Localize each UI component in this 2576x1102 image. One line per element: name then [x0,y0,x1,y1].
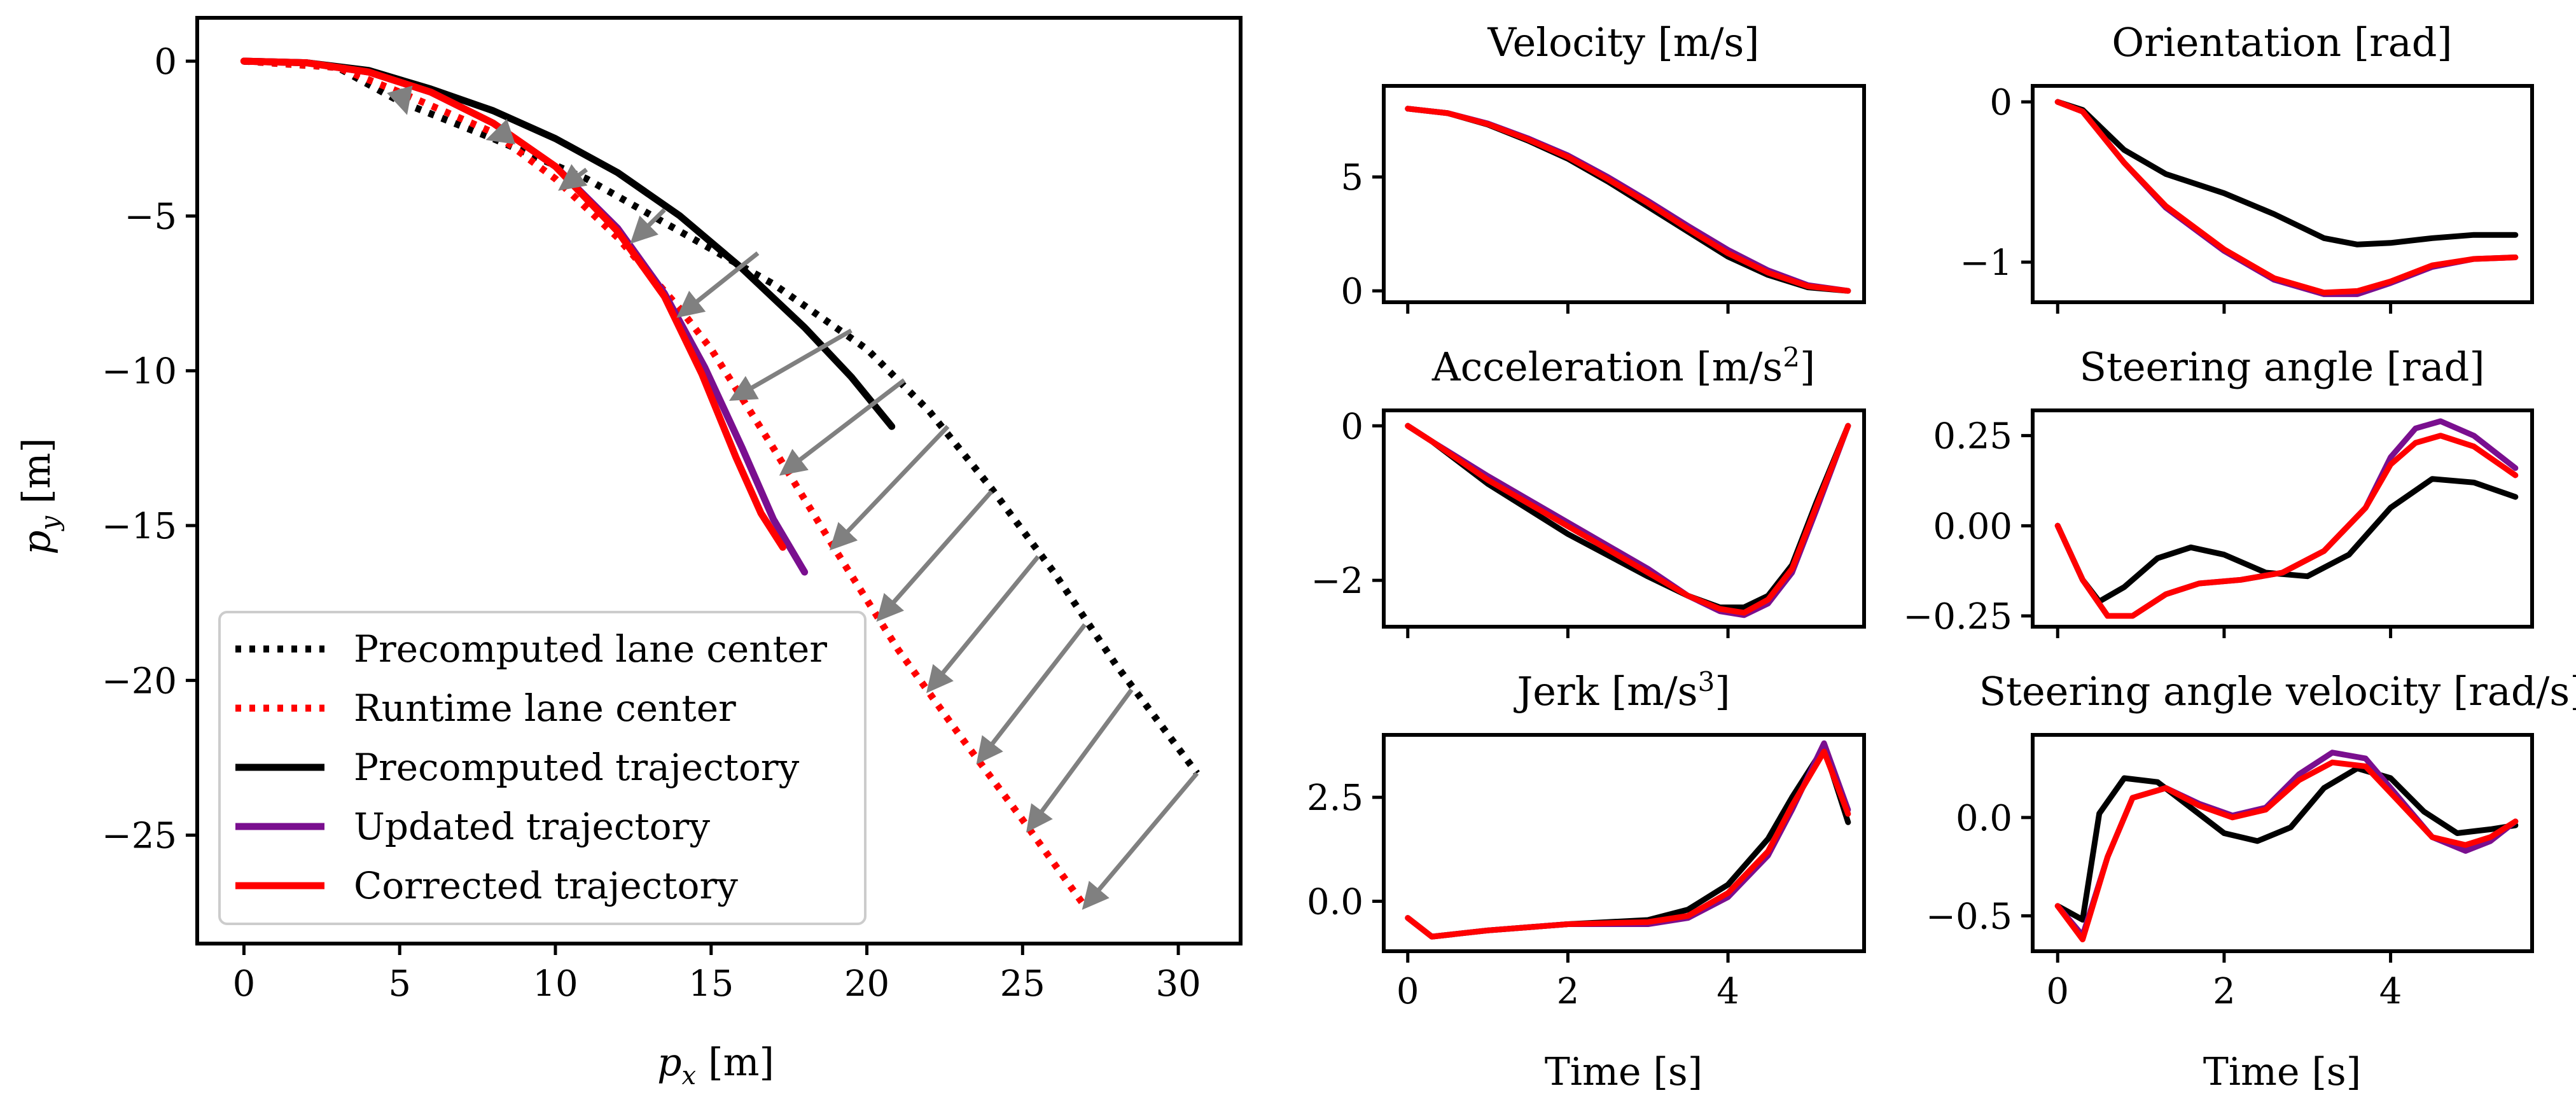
y-tick-label: −15 [102,506,177,547]
series-line-corrected-trajectory [1405,748,1851,940]
plots-layer: 0 5 10 15 20 25 300−5−10−15−20−25050−10−20.250… [102,16,2534,1012]
y-tick-label: 5 [1340,157,1363,199]
xlabel-jerk: Time [s] [1545,1050,1702,1094]
correction-arrow [728,328,853,401]
y-tick-label: −5 [124,196,177,237]
series-line-corrected-trajectory [1405,106,1851,294]
trajectory-ylabel: py [m] [15,438,65,555]
y-tick-label: 0 [1340,406,1363,447]
series-line-corrected-trajectory [2054,99,2519,296]
correction-arrow [1082,772,1199,910]
trajectory-plot: px [m] py [m] [15,438,774,1091]
correction-arrow [676,251,760,318]
plot-frame [1382,733,1866,953]
legend: Precomputed lane center Runtime lane cen… [218,611,867,925]
correction-arrow [630,208,666,244]
plot-frame [1382,84,1866,304]
title-steering-angle-velocity: Steering angle velocity [rad/s] [1979,668,2576,715]
series-line-corrected-trajectory [2054,759,2519,942]
plot-jerk: 0 2 4 2.5 0.0 [1307,733,1866,1012]
plot-frame [2031,733,2534,953]
correction-arrow [779,378,906,476]
y-tick-label: 0 [1989,82,2012,123]
x-tick-label: 10 [533,963,578,1005]
xlabel-steering-angle-velocity: Time [s] [2203,1050,2361,1094]
series-line-updated-trajectory [1405,422,1851,618]
series-line-updated-trajectory [1405,106,1851,294]
legend-label-updated-trajectory: Updated trajectory [354,805,710,848]
series-line-precomputed-trajectory [2054,476,2519,604]
series-line-precomputed-trajectory [1405,106,1851,294]
y-tick-label: 0.00 [1933,506,2012,547]
x-tick-label: 0 [2046,971,2069,1012]
correction-arrow [558,164,588,191]
correction-arrow [876,490,993,622]
plot-frame [195,16,1243,945]
correction-arrow [485,118,516,144]
plot-trajectory: 0 5 10 15 20 25 30 0 −5 −10 −15 −20 −25 [102,16,1243,1005]
x-tick-label: 25 [1000,963,1045,1005]
title-acceleration: Acceleration [m/s2] [1431,342,1815,390]
title-velocity: Velocity [m/s] [1487,19,1759,66]
title-jerk: Jerk [m/s3] [1513,666,1730,715]
y-tick-label: −20 [102,660,177,702]
y-tick-label: 0.0 [1956,798,2012,839]
legend-label-corrected-trajectory: Corrected trajectory [354,864,738,907]
x-tick-label: 15 [688,963,734,1005]
y-tick-label: 0.0 [1307,882,1363,923]
series-line-precomputed-trajectory [2054,765,2519,923]
plot-steering_angle_velocity: 0 2 4 0.0 −0.5 [1926,733,2534,1012]
title-steering-angle: Steering angle [rad] [2079,344,2484,390]
correction-arrow [926,555,1040,694]
y-tick-label: −1 [1960,242,2012,284]
legend-box [218,611,867,925]
y-tick-label: 2.5 [1307,778,1363,819]
x-tick-label: 0 [1396,971,1419,1012]
x-tick-label: 20 [844,963,889,1005]
legend-label-precomputed-lane-center: Precomputed lane center [354,627,827,671]
plot-frame [2031,408,2534,629]
series-line-updated-trajectory [240,57,809,576]
x-tick-label: 5 [388,963,411,1005]
y-tick-label: −25 [102,816,177,857]
plot-acceleration: 0 −2 [1311,406,1866,638]
correction-arrow [829,424,950,551]
y-tick-label: 0.25 [1933,416,2012,457]
y-tick-label: −2 [1311,561,1363,602]
plot-velocity: 05 [1340,84,1866,314]
y-tick-label: −0.5 [1926,896,2012,937]
plot-frame [2031,84,2534,304]
series-line-corrected-trajectory [240,57,786,551]
correction-arrow [976,623,1087,765]
x-tick-label: 0 [233,963,256,1005]
x-tick-label: 4 [1716,971,1739,1012]
x-tick-label: 4 [2379,971,2402,1012]
series-line-corrected-trajectory [2054,433,2519,619]
x-tick-label: 30 [1155,963,1201,1005]
legend-label-precomputed-trajectory: Precomputed trajectory [354,746,800,789]
x-tick-label: 2 [1557,971,1580,1012]
y-tick-label: −0.25 [1903,596,2012,638]
plot-steering_angle: 0.25 0.00 −0.25 [1903,408,2534,638]
series-line-precomputed-trajectory [1405,744,1851,940]
y-tick-label: 0 [1340,271,1363,312]
trajectory-xlabel: px [m] [657,1040,774,1091]
title-orientation: Orientation [rad] [2112,19,2452,66]
plot-orientation: 0 −1 [1960,82,2534,314]
legend-label-runtime-lane-center: Runtime lane center [354,687,736,730]
correction-arrow [1026,688,1134,833]
y-tick-label: −10 [102,351,177,393]
series-line-corrected-trajectory [1405,422,1851,616]
y-tick-label: 0 [154,41,177,83]
series-line-precomputed-trajectory [2054,99,2519,248]
x-tick-label: 2 [2213,971,2236,1012]
series-line-updated-trajectory [1405,740,1851,940]
plot-frame [1382,408,1866,629]
series-line-precomputed-trajectory [240,57,896,430]
correction-arrow [387,85,413,115]
